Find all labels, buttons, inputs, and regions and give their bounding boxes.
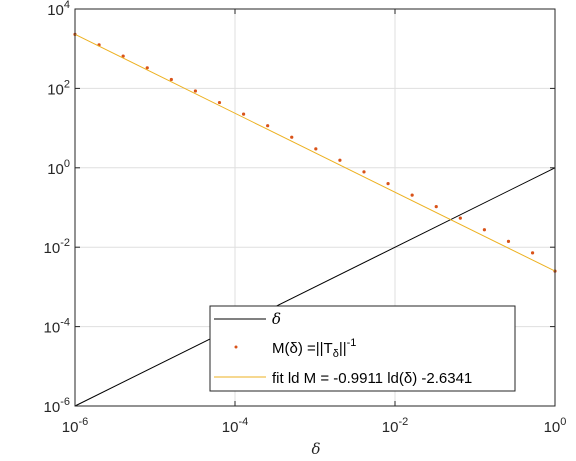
x-tick-label: 10-6: [62, 416, 88, 436]
y-tick-label-exponent: 2: [64, 78, 70, 90]
legend-entry-m-delta-main: M(δ) =||T: [272, 340, 333, 357]
y-tick-label: 102: [47, 78, 70, 98]
x-tick-label-exponent: -4: [238, 416, 248, 428]
legend-entry-m-delta-tail: ||: [339, 340, 347, 357]
x-tick-label-base: 10: [62, 419, 79, 436]
x-axis-label: δ: [311, 440, 320, 458]
x-tick-label: 10-2: [382, 416, 408, 436]
x-tick-label-exponent: -6: [78, 416, 88, 428]
data-point: [145, 66, 149, 70]
y-tick-label: 10-4: [44, 317, 70, 337]
plot-box: [74, 8, 556, 407]
data-point: [458, 216, 462, 220]
y-tick-label: 100: [47, 158, 70, 178]
data-point: [338, 158, 342, 162]
y-tick-label-base: 10: [47, 2, 64, 19]
y-tick-label-exponent: 0: [64, 158, 70, 170]
legend: δ M(δ) =||Tδ||-1 fit ld M = -0.9911 ld(δ…: [209, 305, 516, 392]
legend-entry-m-delta-sup: -1: [347, 337, 357, 349]
y-tick-label-exponent: -6: [60, 396, 70, 408]
legend-entry-m-delta: M(δ) =||Tδ||-1: [272, 337, 356, 360]
y-tick-label-exponent: 4: [64, 0, 70, 11]
ticks: [74, 8, 556, 407]
x-tick-label-exponent: 0: [560, 416, 566, 428]
data-point: [362, 170, 366, 174]
x-tick-label-base: 10: [222, 419, 239, 436]
series-line-0: [74, 167, 556, 407]
data-point: [290, 135, 294, 139]
data-point: [121, 54, 125, 58]
x-tick-label: 100: [544, 416, 567, 436]
y-tick-label-base: 10: [44, 240, 61, 257]
y-tick-label: 10-2: [44, 237, 70, 257]
data-point: [193, 89, 198, 93]
y-tick-label-base: 10: [44, 320, 61, 337]
x-tick-label-base: 10: [382, 419, 399, 436]
legend-entry-delta: δ: [272, 310, 281, 328]
data-point: [386, 182, 390, 186]
data-point: [241, 112, 246, 116]
series-layer: [73, 32, 557, 407]
legend-entry-m-delta-sub: δ: [333, 348, 339, 360]
y-tick-label-base: 10: [44, 399, 61, 416]
data-point: [314, 147, 318, 151]
y-tick-label-exponent: -4: [60, 317, 70, 329]
data-point: [434, 205, 438, 209]
y-tick-label-base: 10: [47, 81, 64, 98]
data-point: [410, 193, 414, 197]
data-point: [169, 77, 173, 82]
y-tick-label-exponent: -2: [60, 237, 70, 249]
x-tick-label-exponent: -2: [398, 416, 408, 428]
y-tick-label-base: 10: [47, 161, 64, 178]
data-point: [530, 251, 535, 255]
y-tick-label: 10-6: [44, 396, 70, 416]
data-point: [482, 228, 486, 232]
x-tick-label: 10-4: [222, 416, 248, 436]
x-tick-label-base: 10: [544, 419, 561, 436]
data-point: [506, 239, 511, 243]
y-tick-label: 104: [47, 0, 70, 19]
series-line-2: [74, 33, 556, 272]
data-point: [266, 124, 270, 128]
data-point: [217, 100, 222, 105]
legend-swatch-marker: [234, 345, 238, 349]
legend-entry-fit: fit ld M = -0.9911 ld(δ) -2.6341: [272, 370, 472, 387]
